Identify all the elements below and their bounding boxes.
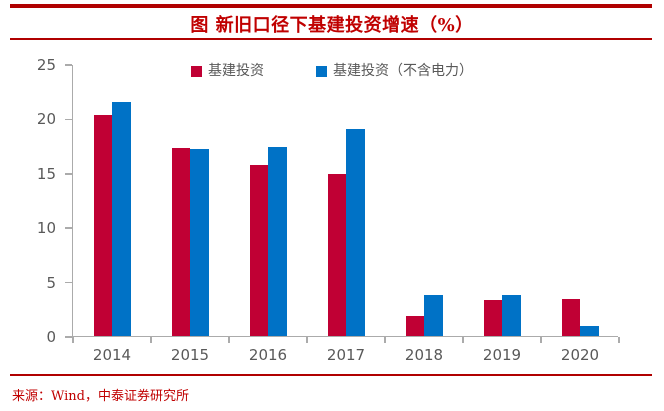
bar-series0-2014 xyxy=(93,115,112,336)
x-tick xyxy=(462,337,464,343)
legend-item-series-1: 基建投资（不含电力） xyxy=(316,62,473,80)
source-note: 来源：Wind，中泰证券研究所 xyxy=(12,389,189,404)
legend-label-series-1: 基建投资（不含电力） xyxy=(333,63,473,79)
title-divider-rule xyxy=(10,38,652,40)
legend-item-series-0: 基建投资 xyxy=(191,62,264,80)
bottom-divider-rule xyxy=(10,374,652,376)
chart-legend: 基建投资 基建投资（不含电力） xyxy=(0,62,664,80)
bar-series1-2016 xyxy=(268,146,287,336)
y-tick-label: 10 xyxy=(36,219,56,238)
x-tick-label: 2016 xyxy=(248,346,288,364)
bar-series1-2017 xyxy=(346,129,365,336)
bar-series1-2020 xyxy=(580,326,599,336)
x-tick xyxy=(618,337,620,343)
bar-series1-2019 xyxy=(502,294,521,336)
x-tick xyxy=(228,337,230,343)
bar-series1-2014 xyxy=(112,102,131,336)
legend-swatch-blue xyxy=(316,65,327,77)
y-tick xyxy=(64,173,72,175)
legend-swatch-red xyxy=(191,65,202,77)
x-tick xyxy=(540,337,542,343)
bar-series0-2019 xyxy=(483,300,502,336)
y-tick-label: 0 xyxy=(46,328,56,346)
y-tick xyxy=(64,118,72,121)
bar-series0-2016 xyxy=(249,165,268,336)
y-tick-label: 25 xyxy=(36,56,56,74)
y-tick xyxy=(64,64,72,66)
bar-series0-2018 xyxy=(405,316,424,336)
x-tick-label: 2019 xyxy=(482,346,522,364)
y-tick xyxy=(64,336,72,338)
y-tick-label: 5 xyxy=(46,273,56,292)
bar-series0-2017 xyxy=(327,173,346,336)
y-tick-label: 15 xyxy=(36,164,56,183)
bar-series0-2020 xyxy=(561,299,580,336)
bar-series0-2015 xyxy=(171,147,190,336)
x-tick-label: 2018 xyxy=(404,346,444,364)
x-tick xyxy=(384,337,386,343)
x-tick xyxy=(306,337,308,343)
x-tick-label: 2017 xyxy=(326,346,366,364)
figure-title: 图 新旧口径下基建投资增速（%） xyxy=(190,15,474,36)
x-tick-label: 2020 xyxy=(560,346,600,364)
bar-series1-2015 xyxy=(190,148,209,336)
y-tick xyxy=(64,281,72,284)
top-border-rule xyxy=(10,4,652,8)
bar-series1-2018 xyxy=(424,294,443,336)
x-tick xyxy=(150,337,152,343)
legend-label-series-0: 基建投资 xyxy=(208,63,264,79)
x-tick-label: 2015 xyxy=(170,346,210,364)
y-tick-label: 20 xyxy=(36,110,56,129)
x-tick xyxy=(72,337,74,343)
plot-area: 0 5 10 15 20 25 2014 2015 2016 2017 2018 2019 2020 xyxy=(37,56,620,364)
x-tick-label: 2014 xyxy=(92,346,132,364)
y-tick xyxy=(64,227,72,229)
